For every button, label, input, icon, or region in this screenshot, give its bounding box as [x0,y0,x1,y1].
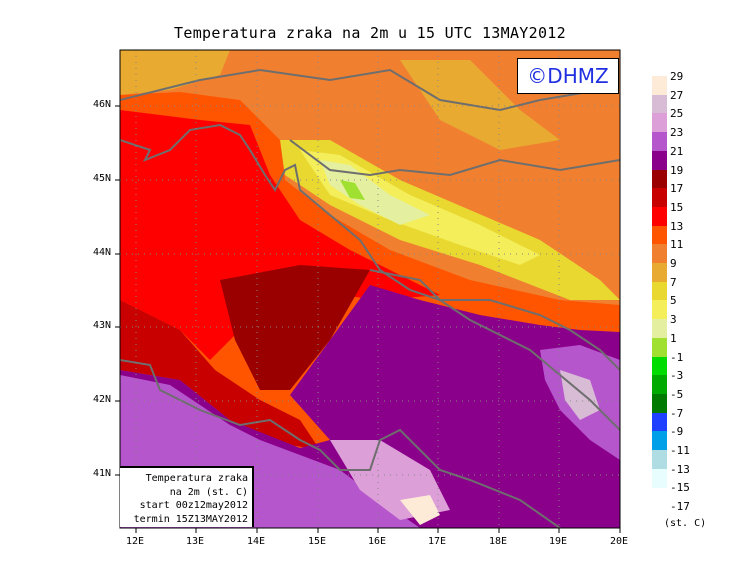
legend-swatch [652,300,667,320]
legend-label: 23 [670,126,684,140]
info-box: Temperatura zraka na 2m (st. C) start 00… [120,466,254,527]
legend-label: 5 [670,294,677,308]
field-green [340,180,365,200]
legend-swatch [652,132,667,152]
legend-label: 19 [670,163,684,177]
legend-swatch [652,450,667,469]
legend-label: -1 [670,350,684,364]
field-red [120,110,440,360]
lon-tick: 18E [489,536,508,547]
legend-label: -5 [670,387,684,401]
info-line: na 2m (st. C) [169,486,248,498]
lat-tick: 41N [93,468,112,479]
legend-swatch [652,412,667,432]
plot-frame [119,49,621,529]
lat-tick: 46N [93,99,112,110]
tick-marks [115,105,621,533]
legend-swatch [652,431,667,451]
legend-label: 21 [670,144,684,158]
lon-tick: 13E [186,536,205,547]
legend-label: 17 [670,182,684,196]
legend-label: -7 [670,406,684,420]
field-cream [400,495,440,525]
lon-tick: 17E [428,536,447,547]
legend-label: 7 [670,275,677,289]
field-ochre [120,50,230,95]
field-dark-red [120,300,320,450]
field-pale [320,160,430,225]
legend-label: 3 [670,313,677,327]
legend-swatch [652,393,667,413]
legend-label: 1 [670,331,677,345]
map-title: Temperatura zraka na 2m u 15 UTC 13MAY20… [174,24,566,42]
legend-swatch [652,356,667,376]
lon-tick: 16E [368,536,387,547]
lat-tick: 44N [93,247,112,258]
legend-label: 29 [670,70,684,83]
lon-tick: 14E [247,536,266,547]
info-line: termin 15Z13MAY2012 [133,513,248,525]
legend-swatch [652,337,667,357]
legend-swatch [652,319,667,339]
legend-swatch [652,281,667,301]
lat-tick: 43N [93,320,112,331]
legend-swatch [652,76,667,95]
legend-swatch [652,375,667,395]
lon-tick: 15E [308,536,327,547]
legend-swatch [652,169,667,189]
legend-label: 25 [670,107,684,121]
legend-label: 11 [670,238,684,252]
lon-tick: 12E [126,536,145,547]
legend-label: 13 [670,219,684,233]
legend-swatch [652,244,667,264]
coastlines [120,68,620,528]
legend-swatch [652,150,667,170]
legend-swatch [652,225,667,245]
legend-label: -11 [670,444,690,457]
info-line: start 00z12may2012 [139,500,248,511]
legend-label: -15 [670,481,690,495]
legend-label: -17 [670,500,690,514]
legend-label: -3 [670,369,684,383]
lat-tick: 45N [93,173,112,184]
legend-label: 27 [670,88,684,102]
legend-swatch [652,188,667,208]
legend-label: 15 [670,200,684,214]
lat-tick: 42N [93,394,112,405]
legend-label: -13 [670,462,690,476]
legend-swatch [652,206,667,226]
legend-label: 9 [670,257,677,270]
dhmz-logo: ©DHMZ [517,58,619,94]
legend-swatch [652,263,667,282]
lon-tick: 19E [549,536,568,547]
legend-swatch [652,468,667,488]
field-ochre-east [400,60,560,150]
lon-tick: 20E [610,536,629,547]
legend-unit: (st. C) [664,518,707,529]
legend-swatch [652,113,667,133]
legend-swatch [652,94,667,114]
info-line: Temperatura zraka [145,473,248,484]
legend-label: -9 [670,425,684,439]
